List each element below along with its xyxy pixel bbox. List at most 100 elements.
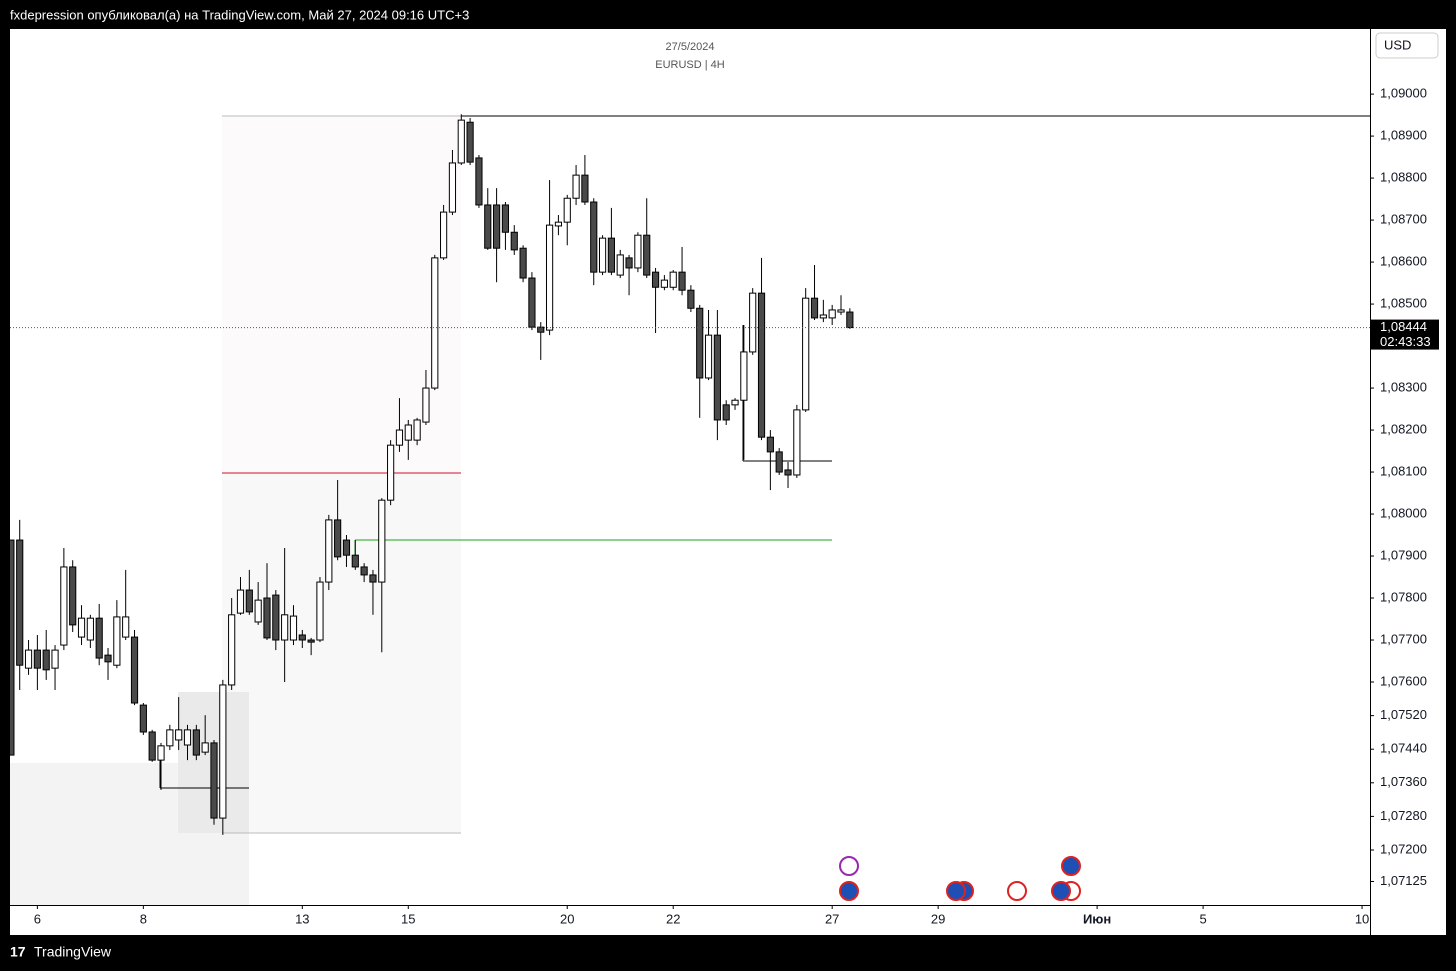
candle-body	[802, 297, 810, 411]
candle-body	[669, 271, 677, 288]
y-tick-label: 1,07520	[1380, 707, 1427, 722]
candle-body	[289, 615, 298, 641]
candle-body	[272, 594, 280, 641]
candle-body	[722, 404, 730, 421]
candle-body	[175, 729, 183, 741]
x-tick-label: 15	[401, 911, 415, 926]
candle-body	[360, 566, 368, 576]
candle-body	[687, 289, 695, 309]
candle-body	[183, 729, 192, 746]
y-tick-label: 1,07900	[1380, 547, 1427, 562]
y-tick-label: 1,08000	[1380, 505, 1427, 520]
candle-body	[404, 424, 412, 441]
candle-body	[139, 704, 147, 733]
y-tick-label: 1,09000	[1380, 86, 1427, 101]
candle-body	[484, 204, 492, 249]
candle-body	[660, 279, 668, 288]
candle-body	[263, 597, 271, 639]
candle-body	[157, 745, 165, 761]
candle-body	[130, 636, 139, 704]
y-tick-label: 1,07440	[1380, 741, 1427, 756]
candle-body	[166, 729, 174, 747]
candle-body	[236, 589, 245, 614]
drawings	[10, 115, 1370, 905]
candle-body	[387, 444, 395, 501]
candle-body	[572, 174, 580, 199]
y-tick-label: 1,08700	[1380, 212, 1427, 227]
candle-body	[113, 616, 121, 666]
candle-body	[77, 617, 86, 638]
candle-body	[422, 387, 430, 423]
candle-body	[563, 197, 571, 223]
candle-body	[395, 429, 404, 446]
candle-body	[448, 162, 457, 213]
y-tick-label: 1,08900	[1380, 128, 1427, 143]
candle-body	[201, 742, 209, 753]
candle-body	[192, 729, 200, 756]
y-tick-label: 1,08200	[1380, 421, 1427, 436]
candle-body	[616, 254, 624, 276]
candle-body	[749, 292, 757, 353]
x-tick-label: 8	[140, 911, 147, 926]
y-tick-label: 1,07700	[1380, 631, 1427, 646]
x-tick-label: 22	[666, 911, 680, 926]
candle-body	[431, 257, 439, 389]
logo-icon: 17	[10, 944, 26, 960]
candle-body	[95, 617, 103, 659]
candle-body	[819, 314, 827, 319]
candle-body	[607, 237, 615, 273]
candle-body	[369, 574, 377, 583]
candle-body	[510, 231, 518, 251]
candle-body	[837, 309, 845, 313]
candle-body	[351, 554, 359, 568]
y-tick-label: 1,07600	[1380, 673, 1427, 688]
candle-body	[757, 292, 766, 438]
candle-body	[590, 201, 598, 273]
candle-body	[519, 247, 527, 279]
candle-body	[704, 334, 713, 379]
y-tick-label: 1,07360	[1380, 774, 1427, 789]
chart-subtitle: EURUSD | 4H	[655, 59, 725, 71]
candle-body	[766, 436, 774, 453]
candle-body	[228, 614, 236, 686]
x-tick-label: 10	[1355, 911, 1369, 926]
candle-body	[298, 634, 306, 641]
candle-body	[316, 581, 324, 641]
x-tick-label: Июн	[1083, 911, 1111, 926]
candle-body	[634, 234, 642, 269]
candle-body	[696, 307, 704, 379]
candle-body	[122, 616, 130, 638]
x-tick-label: 20	[560, 911, 574, 926]
candle-body	[828, 309, 836, 319]
y-tick-label: 1,07200	[1380, 841, 1427, 856]
candle-body	[440, 211, 448, 259]
candle-body	[537, 326, 545, 333]
currency-button[interactable]	[1375, 32, 1439, 59]
candle-body	[219, 684, 227, 819]
last-price-label: 1,08444	[1380, 319, 1427, 334]
y-tick-label: 1,08800	[1380, 170, 1427, 185]
candle-body	[69, 566, 77, 626]
y-tick-label: 1,08300	[1380, 379, 1427, 394]
candle-body	[740, 351, 748, 401]
currency[interactable]: USD	[1384, 37, 1411, 52]
last-price-box	[1371, 319, 1439, 350]
candle-body	[501, 204, 510, 233]
candle-body	[545, 224, 554, 331]
candle-body	[466, 121, 474, 163]
candle-body	[281, 614, 289, 641]
zone	[222, 116, 461, 473]
candle-body	[33, 649, 41, 669]
y-tick-label: 1,07125	[1380, 873, 1427, 888]
candle-body	[51, 649, 59, 669]
candle-body	[24, 649, 33, 669]
candles	[10, 114, 854, 835]
candle-body	[731, 399, 739, 406]
candle-body	[793, 409, 801, 476]
candle-body	[713, 334, 721, 421]
candle-body	[413, 419, 421, 441]
candle-body	[810, 297, 819, 319]
candle-body	[104, 654, 112, 663]
candle-body	[625, 257, 633, 269]
